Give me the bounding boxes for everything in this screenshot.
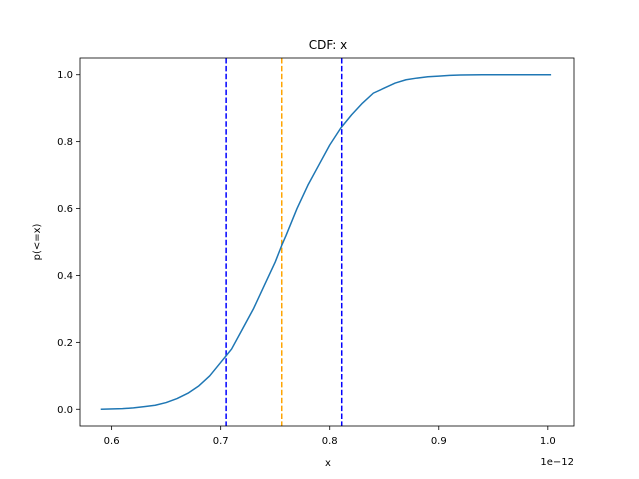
y-tick-label: 0.2 bbox=[57, 338, 73, 349]
vertical-lines bbox=[225, 58, 343, 426]
y-tick-label: 0.8 bbox=[57, 137, 73, 148]
plot-area-frame bbox=[79, 57, 575, 427]
chart-title: CDF: x bbox=[309, 38, 348, 52]
y-tick-label: 0.4 bbox=[57, 271, 73, 282]
x-tick-label: 0.7 bbox=[213, 436, 229, 447]
series-line-1 bbox=[100, 73, 552, 411]
y-tick-label: 0.0 bbox=[57, 405, 73, 416]
x-axis-offset-label: 1e−12 bbox=[540, 457, 574, 468]
x-tick-label: 0.8 bbox=[322, 436, 338, 447]
y-axis-label: p(<=x) bbox=[32, 223, 43, 260]
y-tick-label: 1.0 bbox=[57, 70, 73, 81]
x-axis-ticks: 0.6 0.7 0.8 0.9 1.0 bbox=[104, 426, 556, 447]
series-lines bbox=[100, 73, 552, 411]
x-tick-label: 1.0 bbox=[540, 436, 556, 447]
x-axis-label: x bbox=[325, 458, 331, 469]
y-axis-ticks: 0.0 0.2 0.4 0.6 0.8 1.0 bbox=[57, 70, 80, 416]
x-tick-label: 0.9 bbox=[431, 436, 447, 447]
x-tick-label: 0.6 bbox=[104, 436, 120, 447]
y-tick-label: 0.6 bbox=[57, 204, 73, 215]
